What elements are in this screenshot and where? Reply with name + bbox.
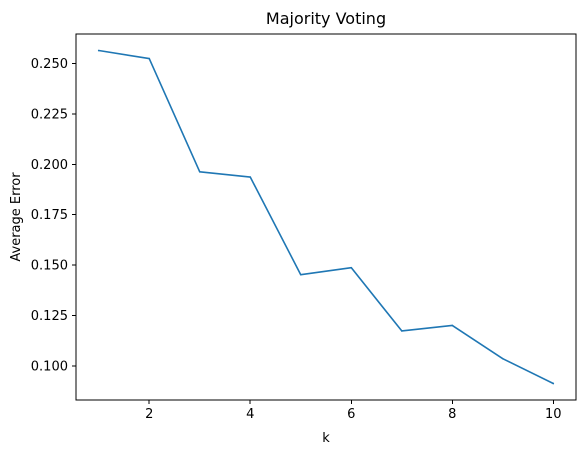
data-point — [400, 330, 403, 332]
x-tick-label: 10 — [545, 407, 562, 422]
plot-area — [75, 33, 577, 401]
data-point — [350, 266, 353, 269]
y-axis-ticks: 0.100 0.125 0.150 0.175 0.200 0.225 0.250 — [31, 57, 76, 374]
y-tick-label: 0.250 — [31, 57, 68, 72]
data-point — [198, 170, 201, 173]
chart-title: Majority Voting — [266, 9, 386, 28]
y-tick-label: 0.150 — [31, 259, 68, 274]
data-point — [451, 324, 454, 327]
y-tick-label: 0.200 — [31, 158, 68, 173]
x-tick-label: 8 — [448, 407, 456, 422]
series-layer — [97, 49, 555, 385]
data-point — [97, 49, 100, 52]
x-tick-label: 2 — [145, 407, 153, 422]
x-tick-label: 4 — [246, 407, 254, 422]
x-axis-ticks: 2 4 6 8 10 — [145, 400, 562, 422]
y-tick-label: 0.125 — [31, 309, 68, 324]
y-axis-label: Average Error — [9, 172, 24, 262]
series-line — [97, 49, 555, 385]
y-tick-label: 0.225 — [31, 107, 68, 122]
data-point — [249, 176, 252, 178]
data-point — [148, 57, 151, 60]
axes-frame — [75, 33, 577, 401]
x-axis-label: k — [322, 431, 330, 446]
data-point — [501, 357, 504, 360]
y-tick-label: 0.175 — [31, 208, 68, 223]
data-point — [299, 273, 302, 276]
data-point — [552, 382, 555, 385]
x-tick-label: 6 — [347, 407, 355, 422]
y-tick-label: 0.100 — [31, 359, 68, 374]
